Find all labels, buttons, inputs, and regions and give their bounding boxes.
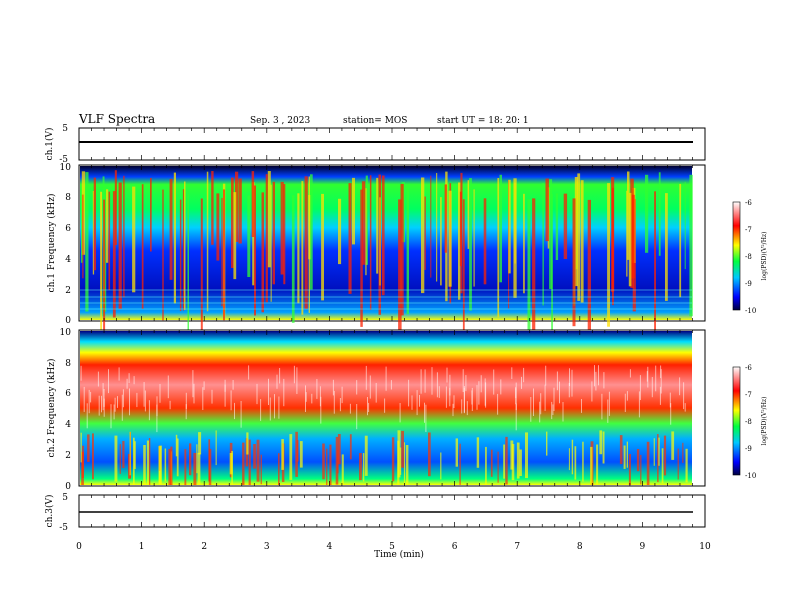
ch2-spec-ytick-8: 8	[65, 359, 71, 369]
ch2-cbar-tick-m9: -9	[745, 445, 752, 453]
ch2-cbar-tick-m10: -10	[745, 472, 756, 480]
x-axis-tick-labels: 0 1 2 3 4 5 6 7 8 9 10	[76, 542, 711, 552]
ch2-spec-ytick-4: 4	[65, 420, 71, 430]
ch1-spec-ytick-10: 10	[60, 163, 72, 173]
ch2-cbar-label: log(PSD)(V²/Hz)	[761, 397, 768, 446]
date-label: Sep. 3 , 2023	[250, 116, 310, 126]
ch2-spec-ytick-2: 2	[65, 451, 71, 461]
x-tick-label-2: 2	[201, 542, 207, 552]
ch3-voltage-ytick-bottom: -5	[59, 523, 68, 533]
x-tick-label-1: 1	[139, 542, 145, 552]
time-tick-marks	[78, 128, 706, 527]
ch2-cbar-tick-m7: -7	[745, 391, 752, 399]
ch2-spectrogram-panel: 0 2 4 6 8 10 ch.2 Frequency (kHz)	[46, 328, 706, 492]
x-tick-label-8: 8	[577, 542, 583, 552]
ch1-cbar-tick-m6: -6	[745, 199, 752, 207]
ch1-cbar-label: log(PSD)(V²/Hz)	[761, 232, 768, 281]
ch3-voltage-ytick-top: 5	[62, 493, 68, 503]
ch3-voltage-panel: 5 -5 ch.3(V)	[44, 493, 706, 533]
start-time-label: start UT = 18: 20: 1	[437, 116, 529, 126]
ch2-spec-ytick-0: 0	[65, 482, 71, 492]
ch2-spectrogram-image	[80, 331, 692, 485]
ch1-spec-ytick-8: 8	[65, 193, 71, 203]
x-tick-label-6: 6	[452, 542, 458, 552]
ch1-spec-ytick-6: 6	[65, 224, 71, 234]
ch1-spec-ytick-0: 0	[65, 316, 71, 326]
figure-title: VLF Spectra	[78, 112, 155, 126]
ch1-spec-ytick-4: 4	[65, 255, 71, 265]
station-label: station= MOS	[343, 116, 407, 126]
ch1-voltage-ytick-bottom: -5	[59, 155, 68, 165]
ch2-spec-ytick-10: 10	[60, 328, 72, 338]
ch2-spec-ytick-6: 6	[65, 389, 71, 399]
ch2-cbar-tick-m6: -6	[745, 364, 752, 372]
ch2-spec-ylabel: ch.2 Frequency (kHz)	[46, 359, 57, 458]
ch1-spectrogram-panel: 0 2 4 6 8 10 ch.1 Frequency (kHz)	[46, 163, 706, 343]
ch1-cbar-tick-m7: -7	[745, 226, 752, 234]
x-tick-label-10: 10	[699, 542, 711, 552]
ch1-spectrogram-texture	[80, 170, 693, 343]
ch1-cbar-tick-m9: -9	[745, 280, 752, 288]
ch1-spec-ylabel: ch.1 Frequency (kHz)	[46, 194, 57, 293]
ch1-cbar-tick-m10: -10	[745, 307, 756, 315]
ch1-voltage-ylabel: ch.1(V)	[44, 128, 55, 161]
ch2-cbar-tick-m8: -8	[745, 418, 752, 426]
x-tick-label-0: 0	[76, 542, 82, 552]
ch1-cbar-tick-m8: -8	[745, 253, 752, 261]
x-tick-label-9: 9	[640, 542, 646, 552]
ch1-colorbar: -6 -7 -8 -9 -10 log(PSD)(V²/Hz)	[732, 199, 768, 315]
ch3-voltage-ylabel: ch.3(V)	[44, 495, 55, 528]
x-axis-title: Time (min)	[374, 549, 424, 560]
x-tick-label-4: 4	[327, 542, 333, 552]
ch2-colorbar: -6 -7 -8 -9 -10 log(PSD)(V²/Hz)	[732, 364, 768, 480]
ch2-spectrogram-texture	[80, 365, 688, 485]
x-tick-label-7: 7	[514, 542, 520, 552]
x-tick-label-3: 3	[264, 542, 270, 552]
ch1-voltage-panel: 5 -5 ch.1(V)	[44, 124, 706, 165]
ch1-spec-ytick-2: 2	[65, 286, 71, 296]
x-tick-label-5: 5	[389, 542, 395, 552]
ch1-voltage-ytick-top: 5	[62, 124, 68, 134]
